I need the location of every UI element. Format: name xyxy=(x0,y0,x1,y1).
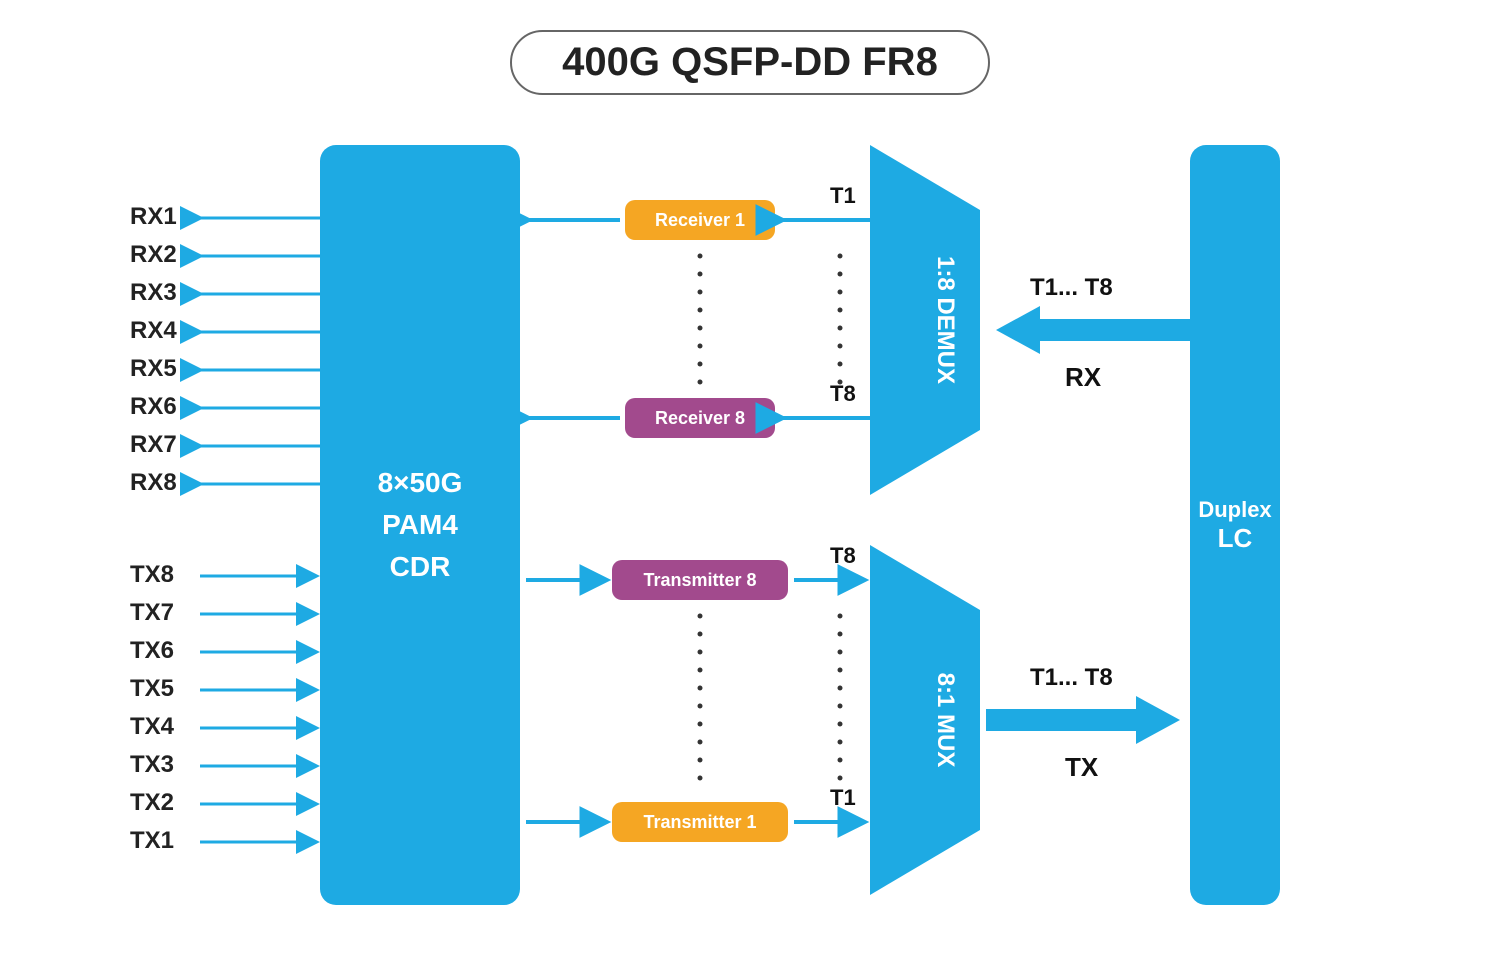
rx-label-1: RX1 xyxy=(130,203,177,231)
rx-dots xyxy=(698,254,843,385)
receiver-1-box: Receiver 1 xyxy=(625,200,775,240)
mux-label: 8:1 MUX xyxy=(932,673,959,768)
rx-big-top-label: T1... T8 xyxy=(1030,274,1113,302)
cdr-line3: CDR xyxy=(390,546,451,588)
cdr-line2: PAM4 xyxy=(382,504,458,546)
transmitter-8-label: Transmitter 8 xyxy=(643,570,756,591)
rx-big-bot-label: RX xyxy=(1065,362,1101,393)
tx-big-bot-label: TX xyxy=(1065,752,1098,783)
lane-tx-t8: T8 xyxy=(830,543,856,569)
diagram-stage: 400G QSFP-DD FR8 8×50G PAM4 CDR Duplex L… xyxy=(0,0,1500,960)
lane-tx-t1: T1 xyxy=(830,785,856,811)
tx-big-top-label: T1... T8 xyxy=(1030,664,1113,692)
rx-label-5: RX5 xyxy=(130,355,177,383)
mux-shape xyxy=(870,545,980,895)
lane-rx-t8: T8 xyxy=(830,381,856,407)
demux-shape xyxy=(870,145,980,495)
transmitter-1-label: Transmitter 1 xyxy=(643,812,756,833)
transmitter-8-box: Transmitter 8 xyxy=(612,560,788,600)
tx-label-3: TX6 xyxy=(130,637,174,665)
rx-label-8: RX8 xyxy=(130,469,177,497)
receiver-1-label: Receiver 1 xyxy=(655,210,745,231)
duplex-lc-block: Duplex LC xyxy=(1190,145,1280,905)
tx-label-7: TX2 xyxy=(130,789,174,817)
title-text: 400G QSFP-DD FR8 xyxy=(562,40,938,84)
demux-label: 1:8 DEMUX xyxy=(932,256,959,384)
duplex-line1: Duplex xyxy=(1198,497,1271,523)
cdr-line1: 8×50G xyxy=(378,462,463,504)
lane-rx-t1: T1 xyxy=(830,183,856,209)
tx-dots xyxy=(698,614,843,781)
receiver-8-label: Receiver 8 xyxy=(655,408,745,429)
cdr-block: 8×50G PAM4 CDR xyxy=(320,145,520,905)
tx-label-6: TX3 xyxy=(130,751,174,779)
rx-label-3: RX3 xyxy=(130,279,177,307)
rx-label-6: RX6 xyxy=(130,393,177,421)
rx-label-2: RX2 xyxy=(130,241,177,269)
receiver-8-box: Receiver 8 xyxy=(625,398,775,438)
tx-label-2: TX7 xyxy=(130,599,174,627)
tx-label-1: TX8 xyxy=(130,561,174,589)
rx-label-4: RX4 xyxy=(130,317,177,345)
tx-label-8: TX1 xyxy=(130,827,174,855)
transmitter-1-box: Transmitter 1 xyxy=(612,802,788,842)
tx-label-4: TX5 xyxy=(130,675,174,703)
duplex-line2: LC xyxy=(1218,523,1253,554)
diagram-title: 400G QSFP-DD FR8 xyxy=(510,30,990,95)
rx-label-7: RX7 xyxy=(130,431,177,459)
tx-label-5: TX4 xyxy=(130,713,174,741)
